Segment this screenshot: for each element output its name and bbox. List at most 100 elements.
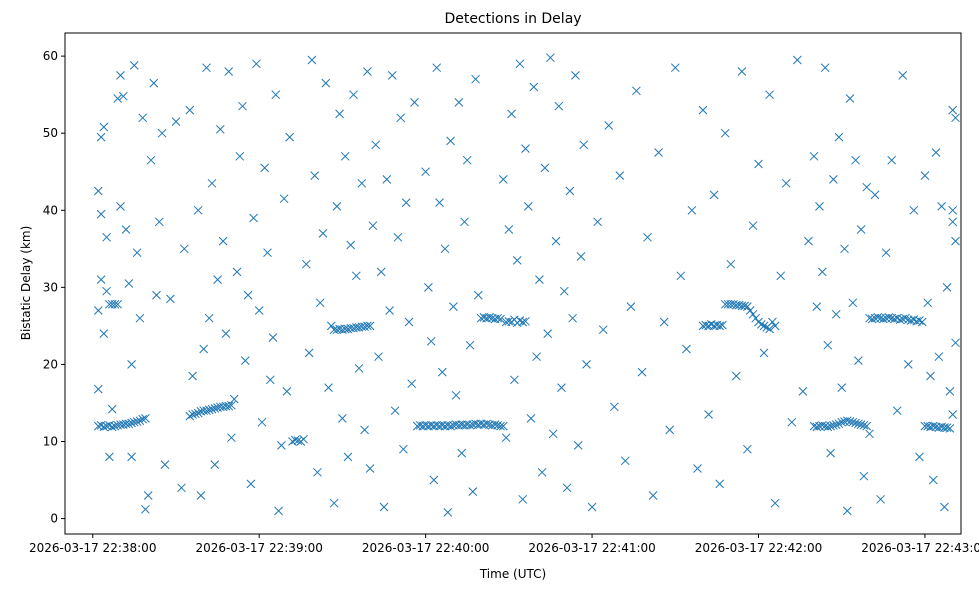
data-point bbox=[748, 309, 758, 319]
data-point bbox=[909, 205, 919, 215]
data-point bbox=[191, 409, 200, 419]
data-point bbox=[471, 74, 480, 84]
data-point bbox=[615, 171, 625, 180]
data-point bbox=[632, 86, 641, 96]
data-point bbox=[227, 400, 236, 410]
data-point bbox=[768, 317, 777, 327]
x-axis-ticks: 2026-03-17 22:38:00 2026-03-17 22:39:00 20… bbox=[29, 534, 979, 555]
data-point bbox=[310, 171, 320, 180]
data-point bbox=[154, 217, 164, 227]
data-point bbox=[304, 348, 314, 358]
data-point bbox=[845, 94, 855, 103]
data-point bbox=[354, 363, 364, 373]
data-point bbox=[93, 306, 103, 315]
y-tick-label: 30 bbox=[43, 280, 58, 294]
data-point bbox=[518, 317, 528, 327]
data-point bbox=[93, 384, 103, 394]
data-point bbox=[110, 299, 120, 309]
data-point bbox=[351, 271, 361, 281]
data-point bbox=[335, 109, 344, 119]
data-point bbox=[365, 464, 375, 473]
data-point bbox=[202, 63, 211, 73]
data-point bbox=[407, 379, 417, 389]
data-point bbox=[776, 271, 786, 281]
data-point bbox=[346, 240, 356, 250]
data-point bbox=[498, 175, 508, 184]
data-point bbox=[826, 421, 835, 431]
data-point bbox=[787, 417, 797, 427]
data-point bbox=[124, 419, 134, 429]
data-point bbox=[926, 371, 935, 381]
data-point bbox=[265, 375, 275, 385]
data-point bbox=[546, 53, 555, 63]
data-points bbox=[93, 53, 960, 517]
data-point bbox=[745, 306, 755, 315]
data-point bbox=[831, 309, 841, 319]
data-point bbox=[759, 348, 769, 358]
data-point bbox=[138, 414, 148, 424]
data-point bbox=[343, 452, 353, 462]
data-point bbox=[146, 155, 156, 165]
data-point bbox=[518, 494, 528, 504]
data-point bbox=[426, 336, 436, 346]
data-point bbox=[903, 360, 913, 369]
data-point bbox=[460, 217, 469, 227]
data-point bbox=[135, 313, 145, 323]
data-point bbox=[928, 475, 938, 485]
data-point bbox=[951, 236, 960, 246]
data-point bbox=[93, 186, 103, 196]
data-point bbox=[315, 298, 325, 308]
data-point bbox=[129, 417, 139, 427]
data-point bbox=[127, 360, 136, 369]
data-point bbox=[743, 302, 752, 311]
data-point bbox=[268, 333, 278, 342]
data-point bbox=[859, 471, 869, 481]
data-point bbox=[473, 290, 483, 300]
data-point bbox=[731, 371, 741, 381]
data-point bbox=[357, 178, 367, 188]
data-point bbox=[446, 136, 455, 146]
data-point bbox=[892, 406, 902, 416]
data-point bbox=[149, 78, 159, 88]
data-point bbox=[515, 59, 525, 69]
data-point bbox=[401, 198, 411, 207]
data-point bbox=[202, 406, 211, 416]
y-tick-label: 40 bbox=[43, 203, 58, 217]
y-axis-label: Bistatic Delay (km) bbox=[19, 226, 33, 341]
data-point bbox=[873, 313, 883, 322]
data-point bbox=[862, 182, 872, 192]
data-point bbox=[446, 421, 455, 431]
data-point bbox=[848, 417, 858, 427]
data-point bbox=[468, 487, 478, 496]
data-point bbox=[282, 387, 292, 396]
data-point bbox=[834, 419, 844, 429]
data-point bbox=[817, 420, 827, 430]
data-point bbox=[915, 316, 924, 325]
data-point bbox=[812, 422, 822, 432]
data-point bbox=[609, 402, 619, 412]
data-point bbox=[848, 298, 858, 308]
data-point bbox=[279, 194, 289, 204]
data-point bbox=[532, 352, 541, 362]
data-point bbox=[338, 414, 347, 423]
data-point bbox=[565, 186, 575, 196]
data-point bbox=[227, 433, 236, 443]
data-point bbox=[693, 464, 702, 473]
data-point bbox=[404, 317, 414, 327]
data-point bbox=[210, 460, 220, 469]
x-tick-label: 2026-03-17 22:41:00 bbox=[528, 541, 655, 555]
data-point bbox=[271, 90, 281, 100]
data-point bbox=[235, 151, 245, 161]
data-point bbox=[529, 82, 539, 92]
data-point bbox=[737, 67, 747, 76]
data-point bbox=[360, 425, 369, 435]
data-point bbox=[756, 320, 766, 329]
data-point bbox=[521, 144, 530, 153]
data-point bbox=[920, 171, 930, 180]
data-point bbox=[135, 416, 145, 426]
data-point bbox=[682, 344, 691, 354]
data-point bbox=[449, 302, 458, 311]
data-point bbox=[715, 479, 725, 489]
data-point bbox=[937, 202, 946, 211]
data-point bbox=[781, 178, 791, 188]
